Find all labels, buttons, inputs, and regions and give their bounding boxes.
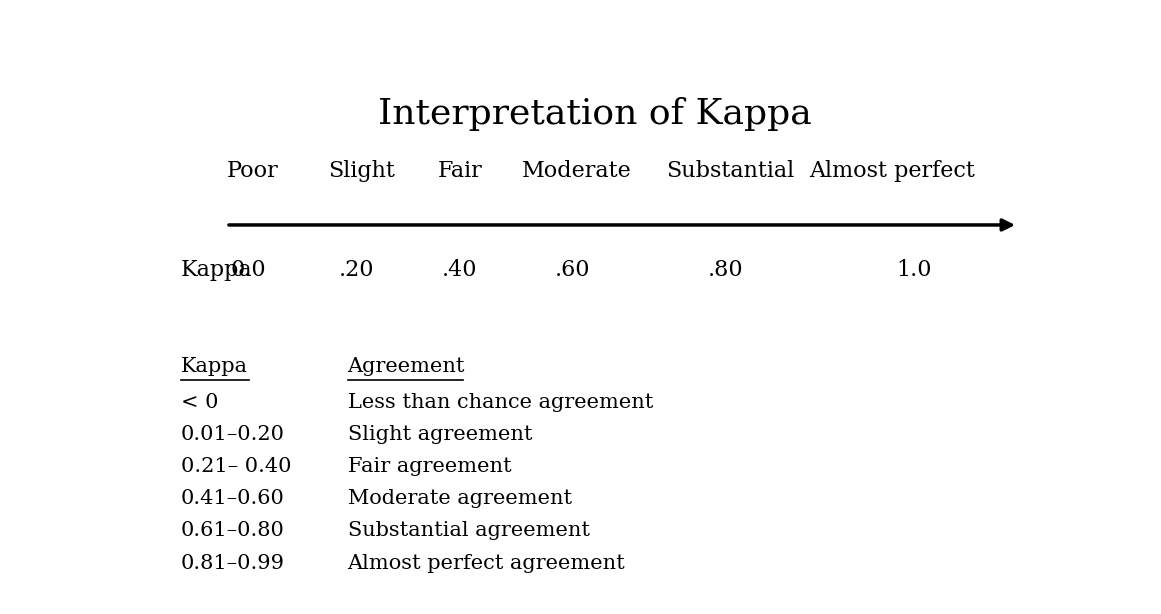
Text: Less than chance agreement: Less than chance agreement [347, 393, 652, 412]
Text: Substantial: Substantial [666, 160, 794, 182]
Text: .60: .60 [555, 259, 590, 281]
Text: 0.41–0.60: 0.41–0.60 [181, 489, 284, 508]
Text: 0.21– 0.40: 0.21– 0.40 [181, 457, 291, 476]
Text: Slight: Slight [327, 160, 395, 182]
Text: Agreement: Agreement [347, 357, 466, 376]
Text: < 0: < 0 [181, 393, 218, 412]
Text: 0.81–0.99: 0.81–0.99 [181, 554, 286, 572]
Text: Kappa: Kappa [181, 259, 253, 281]
Text: Interpretation of Kappa: Interpretation of Kappa [378, 97, 812, 131]
Text: Fair agreement: Fair agreement [347, 457, 511, 476]
Text: Almost perfect agreement: Almost perfect agreement [347, 554, 626, 572]
Text: Substantial agreement: Substantial agreement [347, 521, 590, 540]
Text: Moderate: Moderate [522, 160, 632, 182]
Text: 0.0: 0.0 [231, 259, 266, 281]
Text: Fair: Fair [438, 160, 483, 182]
Text: Almost perfect: Almost perfect [809, 160, 975, 182]
Text: .80: .80 [708, 259, 743, 281]
Text: 1.0: 1.0 [896, 259, 932, 281]
Text: 0.01–0.20: 0.01–0.20 [181, 425, 286, 444]
Text: Moderate agreement: Moderate agreement [347, 489, 571, 508]
Text: Poor: Poor [228, 160, 279, 182]
Text: .40: .40 [442, 259, 478, 281]
Text: .20: .20 [339, 259, 374, 281]
Text: Kappa: Kappa [181, 357, 248, 376]
Text: 0.61–0.80: 0.61–0.80 [181, 521, 284, 540]
Text: Slight agreement: Slight agreement [347, 425, 532, 444]
